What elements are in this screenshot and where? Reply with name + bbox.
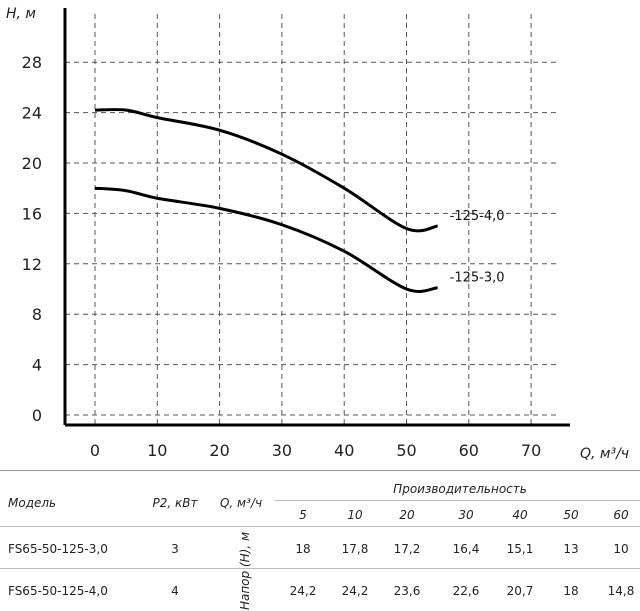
performance-table: Модель P2, кВт Q, м³/ч Производительност… <box>0 470 640 610</box>
series-label-2: -125-3,0 <box>450 271 505 286</box>
series-layer: -125-4,0 -125-3,0 <box>94 108 505 293</box>
head-value-cell: 24,2 <box>341 584 369 598</box>
head-value-cell: 17,2 <box>393 542 421 556</box>
tick-layer: 0 10 20 30 40 50 60 70 0 4 8 12 16 20 24 28 <box>22 53 542 460</box>
y-tick-label: 24 <box>22 104 42 123</box>
table-top-divider <box>0 470 640 471</box>
flow-value-header: 5 <box>299 508 307 522</box>
y-tick-label: 8 <box>32 305 42 324</box>
head-value-cell: 18 <box>295 542 311 556</box>
performance-header-divider <box>275 500 640 501</box>
grid-layer <box>65 14 560 425</box>
head-value-cell: 24,2 <box>289 584 317 598</box>
flow-value-header: 30 <box>458 508 474 522</box>
performance-header: Производительность <box>393 482 527 496</box>
flow-column-header: Q, м³/ч <box>219 496 263 510</box>
power-cell: 4 <box>171 584 179 598</box>
x-tick-label: 50 <box>396 441 416 460</box>
series-label-1: -125-4,0 <box>450 209 505 224</box>
y-tick-label: 12 <box>22 255 42 274</box>
x-tick-label: 30 <box>272 441 292 460</box>
x-tick-label: 0 <box>90 441 100 460</box>
head-value-cell: 13 <box>563 542 579 556</box>
x-tick-label: 40 <box>334 441 354 460</box>
y-axis-title: H, м <box>6 6 36 22</box>
model-cell: FS65-50-125-3,0 <box>8 542 108 556</box>
y-tick-label: 20 <box>22 154 42 173</box>
y-tick-label: 0 <box>32 406 42 425</box>
flow-value-header: 10 <box>347 508 363 522</box>
header-row-divider <box>0 526 640 527</box>
head-value-cell: 14,8 <box>607 584 635 598</box>
x-axis-title: Q, м³/ч <box>580 446 629 462</box>
flow-value-header: 50 <box>563 508 579 522</box>
flow-value-header: 40 <box>512 508 528 522</box>
power-cell: 3 <box>171 542 179 556</box>
flow-value-header: 60 <box>613 508 629 522</box>
series-line-2 <box>94 186 438 293</box>
head-value-cell: 16,4 <box>452 542 480 556</box>
x-tick-label: 60 <box>459 441 479 460</box>
x-tick-label: 20 <box>209 441 229 460</box>
head-value-cell: 18 <box>563 584 579 598</box>
head-value-cell: 20,7 <box>506 584 534 598</box>
head-value-cell: 22,6 <box>452 584 480 598</box>
power-column-header: P2, кВт <box>152 496 198 510</box>
series-line-1 <box>94 108 438 233</box>
y-tick-label: 16 <box>22 204 42 223</box>
y-tick-label: 4 <box>32 356 42 375</box>
y-tick-label: 28 <box>22 53 42 72</box>
model-cell: FS65-50-125-4,0 <box>8 584 108 598</box>
head-value-cell: 10 <box>613 542 629 556</box>
x-tick-label: 70 <box>521 441 541 460</box>
head-value-cell: 17,8 <box>341 542 369 556</box>
row-divider <box>0 568 640 569</box>
flow-value-header: 20 <box>399 508 415 522</box>
model-column-header: Модель <box>8 496 57 510</box>
x-tick-label: 10 <box>147 441 167 460</box>
head-label: Напор (Н), м <box>238 531 252 611</box>
head-value-cell: 15,1 <box>506 542 534 556</box>
head-value-cell: 23,6 <box>393 584 421 598</box>
axis-layer <box>63 8 570 427</box>
